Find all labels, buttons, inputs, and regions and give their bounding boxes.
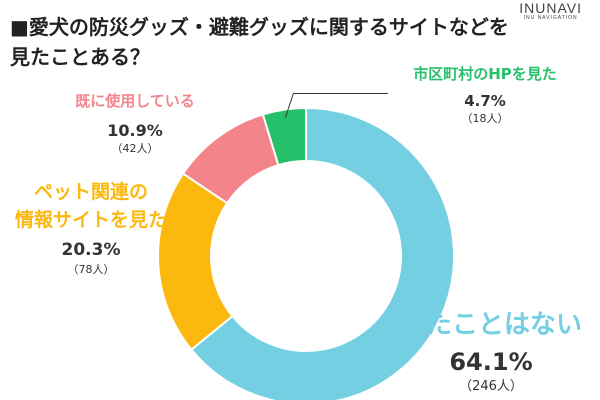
slice-label-pet-info-site: ペット関連の 情報サイトを見た 20.3% （78人） [0, 178, 182, 277]
slice-count: （18人） [461, 112, 509, 125]
slice-label-already-using: 既に使用している 10.9% （42人） [40, 90, 230, 156]
chart-title: ■愛犬の防災グッズ・避難グッズに関するサイトなどを 見たことある？ [10, 15, 509, 69]
slice-count: （78人） [67, 263, 115, 276]
inunavi-logo: INUNAVI INU NAVIGATION [519, 0, 582, 21]
slice-name: 市区町村のHPを見た [413, 65, 557, 83]
slice-label-municipal-hp: 市区町村のHPを見た 4.7% （18人） [385, 64, 585, 126]
slice-percent: 64.1% [449, 348, 533, 376]
slice-count: （42人） [111, 142, 159, 155]
slice-municipal-hp [261, 106, 307, 167]
slice-name: ペット関連の 情報サイトを見た [14, 181, 167, 231]
slice-never-seen [189, 106, 456, 400]
slice-percent: 4.7% [464, 92, 506, 110]
slice-name: 既に使用している [75, 92, 195, 110]
leader-line [284, 93, 388, 118]
slice-name: 見たことはない [399, 310, 582, 340]
slice-percent: 20.3% [61, 240, 121, 260]
logo-subtext: INU NAVIGATION [523, 15, 578, 21]
slice-percent: 10.9% [107, 121, 163, 140]
logo-text: INUNAVI [519, 0, 582, 16]
slice-label-never-seen: 見たことはない 64.1% （246人） [382, 308, 600, 396]
slice-count: （246人） [459, 379, 523, 394]
